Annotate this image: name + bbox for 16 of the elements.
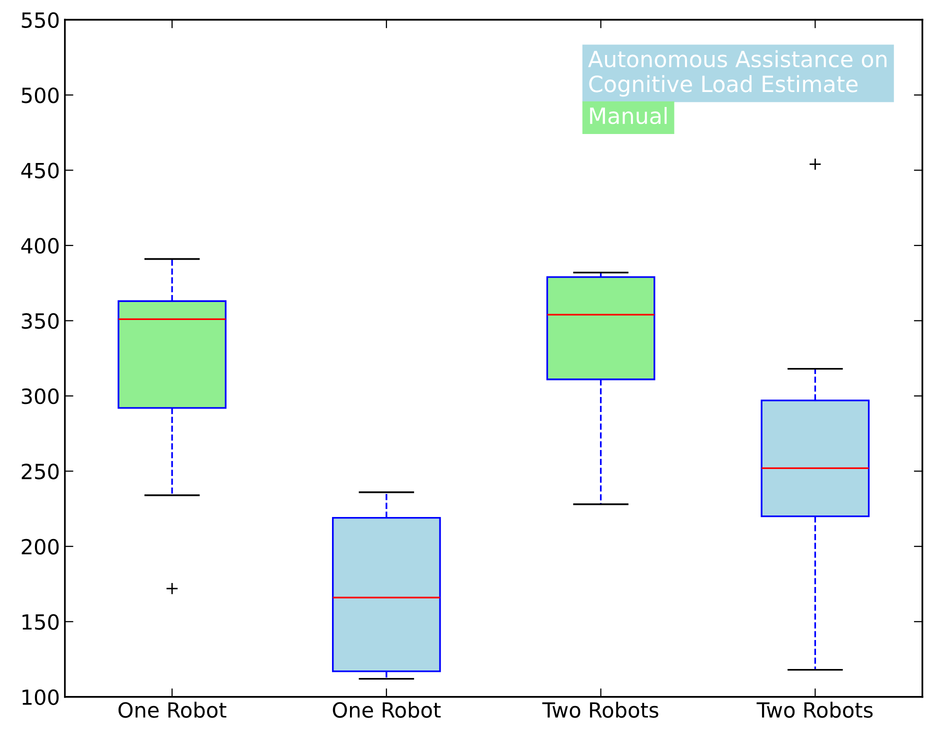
y-tick-label: 400 bbox=[21, 238, 59, 254]
y-tick-label: 450 bbox=[21, 162, 59, 178]
text: Autonomous Assistance on Cognitive Load Estimate bbox=[588, 50, 886, 97]
y-tick-label: 350 bbox=[22, 313, 59, 329]
y-tick-label: 500 bbox=[22, 87, 59, 104]
y-tick-label: 300 bbox=[22, 388, 59, 404]
text: Manual bbox=[590, 106, 667, 124]
x-tick-label: Two Robots bbox=[756, 702, 873, 718]
y-tick-label: 100 bbox=[22, 689, 59, 706]
y-tick-label: 250 bbox=[22, 464, 59, 480]
y-tick-label: 550 bbox=[22, 12, 59, 28]
x-tick-label: One Robot bbox=[118, 702, 226, 718]
y-tick-label: 150 bbox=[22, 614, 59, 630]
x-tick-label: Two Robots bbox=[542, 702, 658, 718]
y-tick-label: 200 bbox=[22, 538, 59, 555]
x-tick-label: One Robot bbox=[332, 702, 441, 718]
